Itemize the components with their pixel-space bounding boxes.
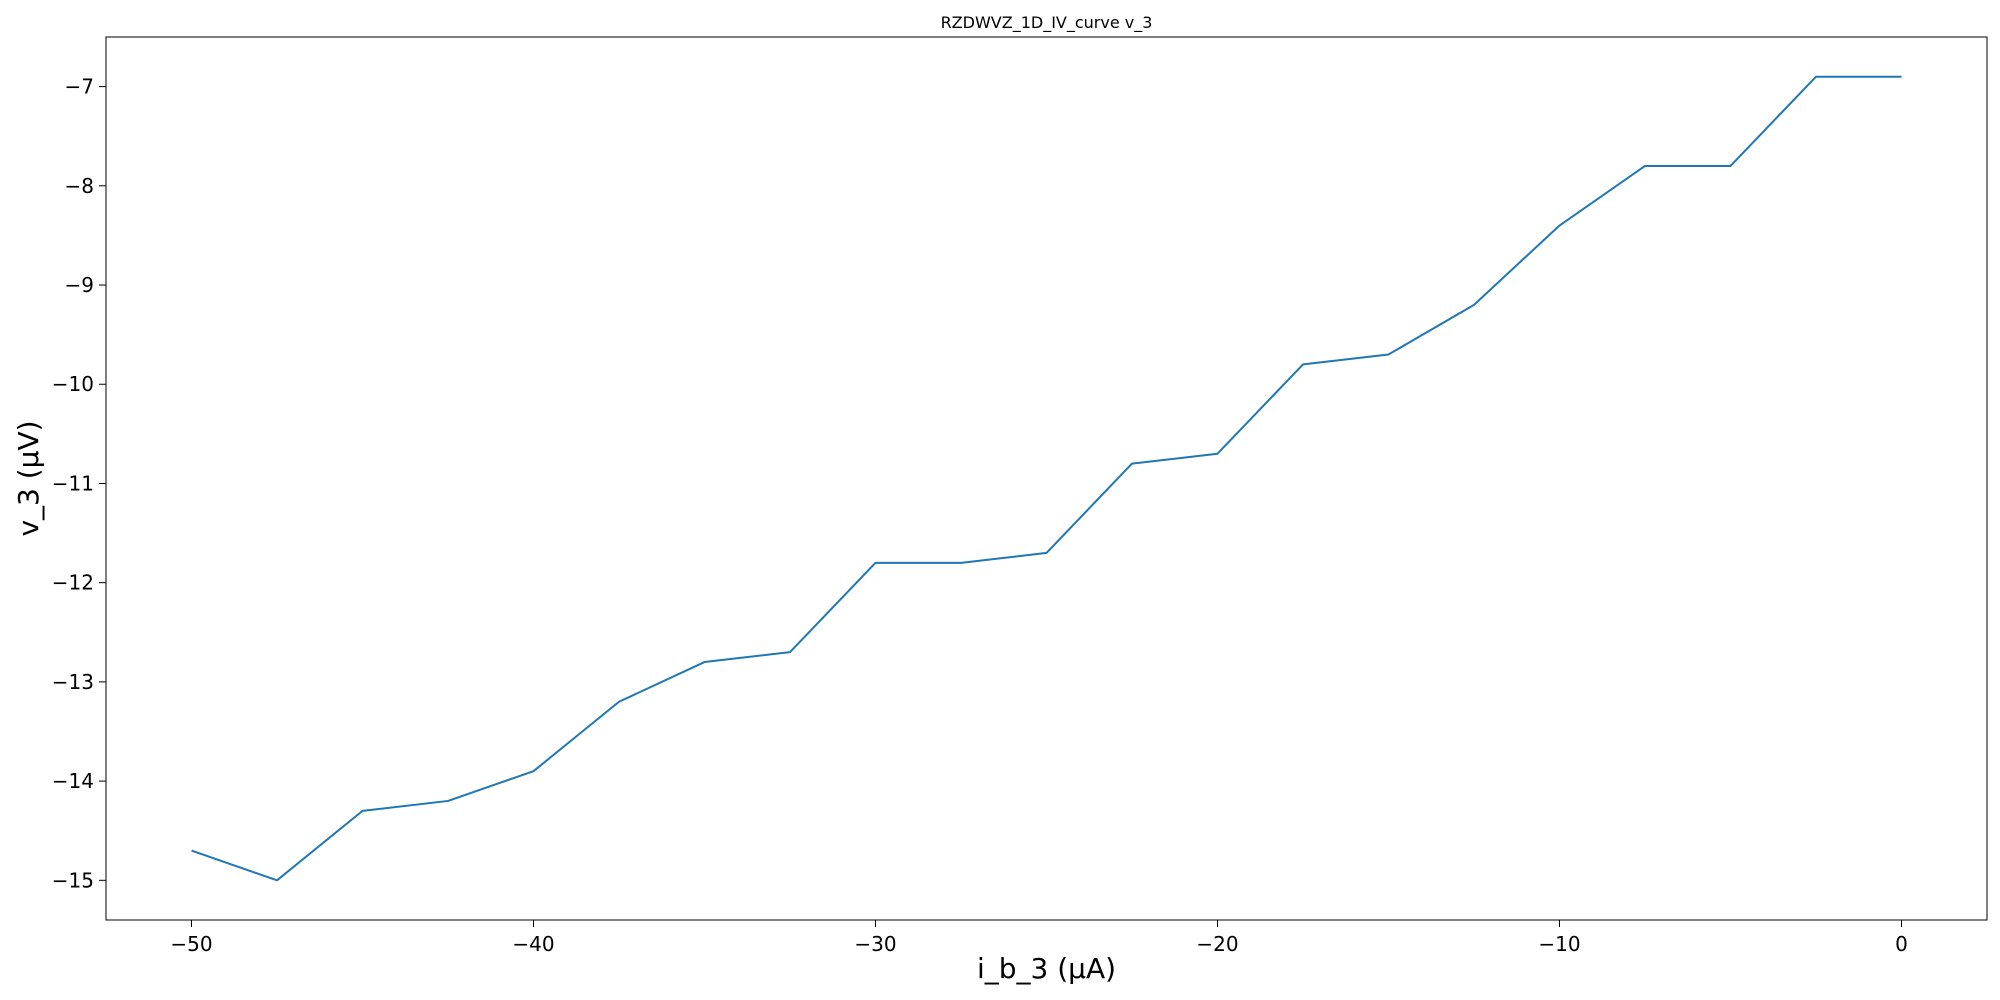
chart-title: RZDWVZ_1D_IV_curve v_3 [941, 13, 1153, 33]
x-axis-label: i_b_3 (μA) [977, 952, 1116, 985]
series-line [191, 75, 1902, 882]
y-tick-label: −13 [52, 670, 94, 694]
y-tick-label: −11 [52, 471, 94, 495]
x-tick-label: −40 [512, 932, 554, 956]
x-tick-label: −30 [854, 932, 896, 956]
series-layer [191, 75, 1902, 882]
x-tick-label: −20 [1196, 932, 1238, 956]
y-tick-label: −7 [65, 75, 94, 99]
y-axis: −15 −14 −13 −12 −11 −10 −9 −8 −7 [52, 75, 106, 892]
y-axis-label: v_3 (μV) [12, 420, 45, 536]
plot-frame [105, 36, 1988, 921]
y-tick-label: −8 [65, 174, 94, 198]
y-tick-label: −9 [65, 273, 94, 297]
y-tick-label: −10 [52, 372, 94, 396]
y-tick-label: −12 [52, 571, 94, 595]
y-tick-label: −14 [52, 769, 94, 793]
x-tick-label: −10 [1538, 932, 1580, 956]
x-tick-label: 0 [1895, 932, 1908, 956]
x-tick-label: −50 [170, 932, 212, 956]
y-tick-label: −15 [52, 868, 94, 892]
x-axis: −50 −40 −30 −20 −10 0 [170, 920, 1908, 956]
